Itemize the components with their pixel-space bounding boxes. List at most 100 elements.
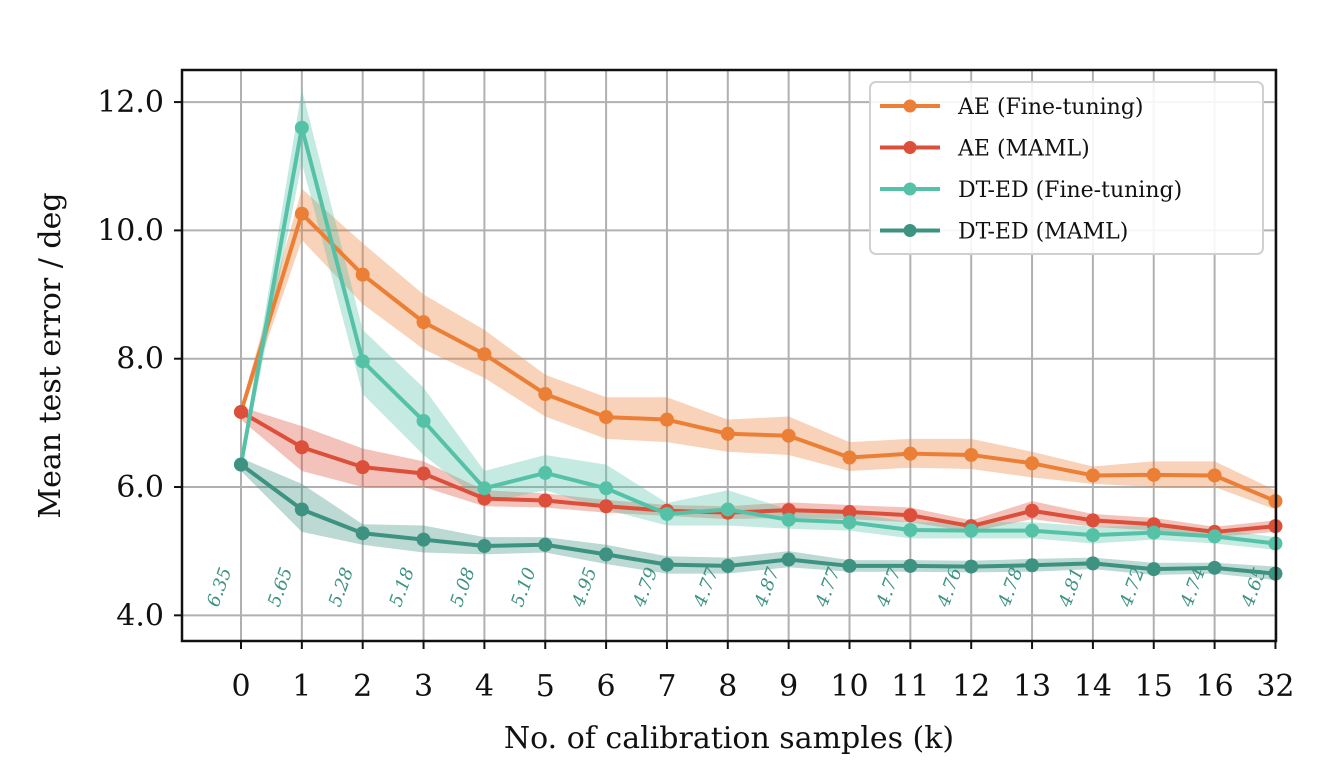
- data-point-ae-fine-tuning: [1085, 468, 1100, 483]
- data-point-dt-ed-maml: [903, 558, 918, 573]
- value-annotation: 5.18: [386, 565, 419, 610]
- data-point-dt-ed-maml: [1025, 558, 1040, 573]
- y-tick-label: 6.0: [116, 470, 164, 505]
- data-point-dt-ed-fine-tuning: [477, 481, 492, 496]
- data-point-dt-ed-maml: [1207, 560, 1222, 575]
- data-point-ae-maml: [599, 499, 614, 514]
- data-point-ae-maml: [1085, 513, 1100, 528]
- legend-label: AE (Fine-tuning): [957, 95, 1144, 120]
- data-point-ae-fine-tuning: [355, 267, 370, 282]
- y-tick-label: 10.0: [97, 213, 164, 248]
- data-point-dt-ed-fine-tuning: [1085, 528, 1100, 543]
- plot-frame: [180, 68, 1278, 643]
- data-point-ae-maml: [781, 503, 796, 518]
- data-point-ae-fine-tuning: [599, 410, 614, 425]
- data-point-ae-maml: [355, 460, 370, 475]
- data-point-dt-ed-fine-tuning: [355, 354, 370, 369]
- x-axis-label: No. of calibration samples (k): [504, 721, 954, 756]
- data-point-dt-ed-fine-tuning: [842, 515, 857, 530]
- legend-label: DT-ED (Fine-tuning): [958, 178, 1182, 203]
- data-point-dt-ed-maml: [599, 547, 614, 562]
- legend-swatch-marker: [903, 99, 917, 113]
- x-tick-label: 1: [292, 669, 311, 704]
- value-annotation: 5.10: [507, 565, 540, 610]
- data-point-dt-ed-maml: [416, 532, 431, 547]
- data-point-dt-ed-fine-tuning: [781, 512, 796, 527]
- data-point-dt-ed-fine-tuning: [294, 120, 309, 135]
- data-point-dt-ed-maml: [1085, 556, 1100, 571]
- data-point-dt-ed-maml: [477, 539, 492, 554]
- x-tick-label: 11: [891, 669, 929, 704]
- x-tick-label: 9: [779, 669, 798, 704]
- legend-box: [869, 81, 1264, 255]
- data-point-dt-ed-fine-tuning: [964, 523, 979, 538]
- value-annotation: 5.65: [264, 565, 297, 610]
- value-annotation: 4.79: [629, 565, 663, 611]
- value-annotation: 5.08: [446, 565, 479, 610]
- data-point-ae-maml: [1025, 503, 1040, 518]
- legend-swatch-marker: [903, 182, 917, 196]
- data-point-dt-ed-fine-tuning: [538, 465, 553, 480]
- x-tick-label: 15: [1135, 669, 1173, 704]
- data-point-ae-fine-tuning: [477, 347, 492, 362]
- data-point-dt-ed-fine-tuning: [659, 506, 674, 521]
- series-line-ae-maml: [239, 410, 1276, 534]
- y-axis-ticks: 4.0 6.0 8.0 10.0 12.0: [97, 85, 182, 633]
- data-point-dt-ed-fine-tuning: [1207, 529, 1222, 544]
- value-annotation: 4.81: [1055, 565, 1089, 611]
- data-point-ae-fine-tuning: [842, 450, 857, 465]
- x-tick-label: 5: [536, 669, 555, 704]
- x-tick-label: 10: [830, 669, 868, 704]
- data-point-ae-fine-tuning: [538, 386, 553, 401]
- x-tick-label: 2: [353, 669, 372, 704]
- data-point-ae-maml: [538, 493, 553, 508]
- data-point-ae-fine-tuning: [1146, 467, 1161, 482]
- data-point-dt-ed-maml: [659, 557, 674, 572]
- data-point-dt-ed-maml: [964, 559, 979, 574]
- data-point-ae-maml: [234, 404, 248, 419]
- data-point-ae-fine-tuning: [964, 447, 979, 462]
- data-point-dt-ed-maml: [1146, 562, 1161, 577]
- series-line-dt-ed-maml: [239, 462, 1276, 576]
- data-point-dt-ed-maml: [234, 457, 248, 472]
- value-annotation: 4.87: [750, 564, 784, 610]
- data-point-dt-ed-fine-tuning: [903, 523, 918, 538]
- x-tick-label: 12: [952, 669, 990, 704]
- data-point-dt-ed-fine-tuning: [416, 413, 431, 428]
- band-dt-ed-maml: [241, 458, 1276, 581]
- x-tick-label: 0: [231, 669, 250, 704]
- data-point-ae-maml: [903, 508, 918, 523]
- data-point-ae-fine-tuning: [1207, 468, 1222, 483]
- y-tick-label: 4.0: [116, 598, 164, 633]
- x-tick-label: 14: [1074, 669, 1112, 704]
- data-point-ae-fine-tuning: [903, 446, 918, 461]
- x-tick-label: 16: [1196, 669, 1234, 704]
- x-tick-label: 13: [1013, 669, 1051, 704]
- data-point-dt-ed-fine-tuning: [1146, 525, 1161, 540]
- value-annotation: 4.77: [811, 564, 845, 610]
- y-tick-label: 8.0: [116, 342, 164, 377]
- x-tick-label: 32: [1256, 669, 1294, 704]
- legend-swatch-marker: [903, 141, 917, 154]
- data-point-ae-maml: [416, 466, 431, 481]
- legend-label: AE (MAML): [957, 137, 1090, 162]
- data-point-ae-fine-tuning: [781, 428, 796, 443]
- value-annotation: 6.35: [203, 565, 236, 610]
- data-point-ae-fine-tuning: [416, 315, 431, 330]
- data-point-ae-fine-tuning: [1025, 456, 1040, 471]
- data-point-ae-fine-tuning: [659, 412, 674, 427]
- data-point-dt-ed-fine-tuning: [1025, 523, 1040, 538]
- legend-label: DT-ED (MAML): [958, 220, 1128, 245]
- y-axis-label: Mean test error / deg: [33, 192, 68, 518]
- confidence-bands: [241, 89, 1276, 581]
- data-point-dt-ed-fine-tuning: [720, 502, 735, 517]
- data-point-dt-ed-maml: [538, 537, 553, 552]
- x-tick-label: 7: [657, 669, 676, 704]
- data-point-dt-ed-maml: [355, 526, 370, 541]
- band-ae-maml: [241, 406, 1276, 538]
- data-point-ae-maml: [294, 440, 309, 455]
- data-point-dt-ed-maml: [720, 558, 735, 573]
- x-tick-label: 6: [597, 669, 616, 704]
- series-lines: [234, 120, 1283, 581]
